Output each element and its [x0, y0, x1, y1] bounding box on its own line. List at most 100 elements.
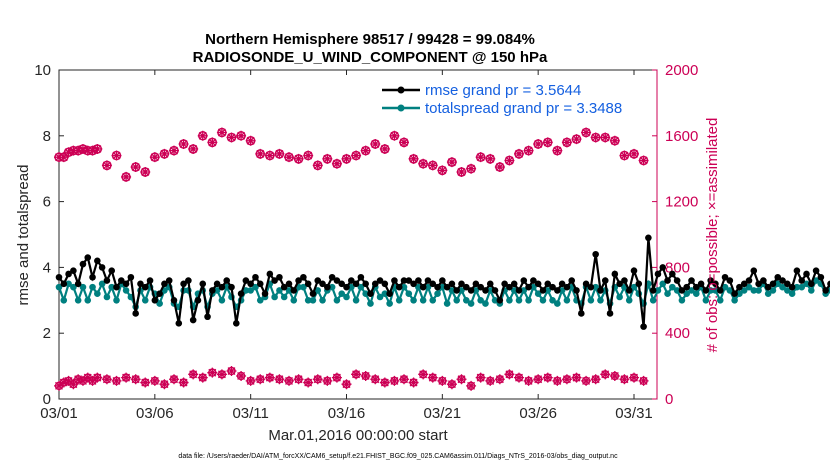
- rmse-point: [276, 273, 283, 281]
- totalspread-point: [429, 297, 437, 304]
- rmse-point: [237, 290, 245, 298]
- obs-assimilated-marker: [542, 137, 553, 148]
- obs-assimilated-low-marker: [312, 374, 323, 385]
- rmse-point: [204, 313, 211, 321]
- rmse-point: [218, 283, 226, 291]
- totalspread-point: [276, 287, 283, 294]
- rmse-point: [108, 267, 116, 274]
- totalspread-point: [712, 287, 719, 294]
- rmse-point: [161, 280, 168, 288]
- totalspread-point: [108, 283, 116, 291]
- totalspread-point: [539, 297, 547, 304]
- rmse-point: [213, 280, 221, 288]
- totalspread-point: [395, 297, 403, 304]
- rmse-point: [415, 277, 422, 284]
- rmse-point: [755, 280, 762, 288]
- totalspread-point: [338, 290, 346, 298]
- totalspread-point: [745, 283, 753, 291]
- totalspread-point: [486, 287, 494, 294]
- totalspread-point: [300, 283, 307, 291]
- rmse-point: [784, 280, 791, 288]
- totalspread-point: [462, 297, 470, 304]
- rmse-point: [712, 280, 719, 288]
- rmse-point: [664, 277, 671, 284]
- rmse-point: [793, 267, 801, 274]
- rmse-point: [410, 280, 417, 288]
- totalspread-point: [256, 297, 264, 304]
- left-tick-label: 2: [43, 325, 51, 342]
- totalspread-point: [592, 283, 599, 291]
- right-tick-label: 400: [665, 325, 690, 342]
- obs-assimilated-low-marker: [331, 372, 342, 383]
- rmse-point: [189, 316, 197, 324]
- obs-assimilated-low-marker: [197, 372, 208, 383]
- totalspread-point: [79, 283, 87, 291]
- rmse-point: [180, 280, 187, 288]
- rmse-point: [199, 280, 207, 288]
- obs-assimilated-low-marker: [561, 374, 572, 385]
- obs-assimilated-marker: [638, 155, 649, 166]
- obs-assimilated-low-marker: [82, 372, 93, 383]
- rmse-point: [103, 277, 111, 284]
- left-axis-ticks: 0 2 4 6 8 10: [34, 62, 64, 408]
- rmse-point: [462, 283, 470, 291]
- obs-assimilated-low-marker: [456, 374, 467, 385]
- totalspread-point: [405, 290, 413, 298]
- totalspread-point: [472, 287, 480, 294]
- obs-assimilated-low-marker: [284, 375, 294, 386]
- totalspread-point: [352, 297, 360, 304]
- rmse-point: [175, 320, 183, 327]
- totalspread-point: [314, 287, 322, 294]
- totalspread-point: [304, 297, 312, 304]
- rmse-point: [232, 320, 240, 327]
- totalspread-point: [678, 297, 686, 304]
- rmse-point: [60, 280, 68, 288]
- obs-assimilated-marker: [274, 148, 285, 159]
- left-tick-label: 8: [43, 128, 51, 145]
- x-axis-ticks: 03/01 03/06 03/11 03/16 03/21 03/26 03/31: [40, 70, 653, 422]
- rmse-point: [769, 280, 777, 288]
- obs-assimilated-low-marker: [370, 374, 381, 385]
- totalspread-point: [247, 287, 254, 294]
- rmse-point: [678, 287, 686, 294]
- rmse-point: [223, 277, 231, 284]
- obs-assimilated-low-marker: [188, 369, 199, 380]
- rmse-point: [827, 280, 830, 288]
- rmse-point: [453, 287, 461, 294]
- rmse-point: [539, 287, 547, 294]
- obs-assimilated-low-marker: [54, 380, 64, 391]
- chart-title-line-1: Northern Hemisphere 98517 / 99428 = 99.0…: [205, 31, 535, 48]
- rmse-point: [319, 280, 326, 288]
- obs-assimilated-low-marker: [466, 380, 477, 391]
- obs-assimilated-marker: [178, 139, 189, 150]
- rmse-point: [534, 280, 542, 288]
- rmse-point: [256, 280, 264, 288]
- right-axis-ticks: 0 400 800 1200 1600 2000: [652, 62, 698, 408]
- rmse-point: [573, 287, 580, 294]
- totalspread-point: [587, 297, 595, 304]
- obs-assimilated-low-marker: [341, 379, 352, 390]
- totalspread-point: [223, 283, 231, 291]
- x-tick-label: 03/01: [40, 405, 78, 422]
- totalspread-point: [410, 297, 417, 304]
- rmse-point: [597, 287, 604, 294]
- obs-assimilated-marker: [475, 152, 486, 163]
- totalspread-point: [319, 297, 326, 304]
- obs-assimilated-marker: [533, 139, 544, 150]
- left-tick-label: 10: [34, 62, 51, 79]
- rmse-point: [544, 280, 552, 288]
- totalspread-point: [625, 297, 633, 304]
- rmse-point: [333, 277, 341, 284]
- obs-assimilated-marker: [523, 145, 534, 156]
- rmse-point: [477, 283, 484, 291]
- totalspread-point: [812, 277, 820, 284]
- totalspread-point: [242, 287, 250, 294]
- rmse-point: [554, 287, 561, 294]
- rmse-point: [343, 283, 350, 291]
- totalspread-point: [764, 290, 772, 298]
- obs-assimilated-marker: [466, 163, 477, 174]
- totalspread-point: [280, 293, 288, 301]
- obs-assimilated-low-marker: [77, 375, 88, 386]
- rmse-point: [558, 280, 566, 288]
